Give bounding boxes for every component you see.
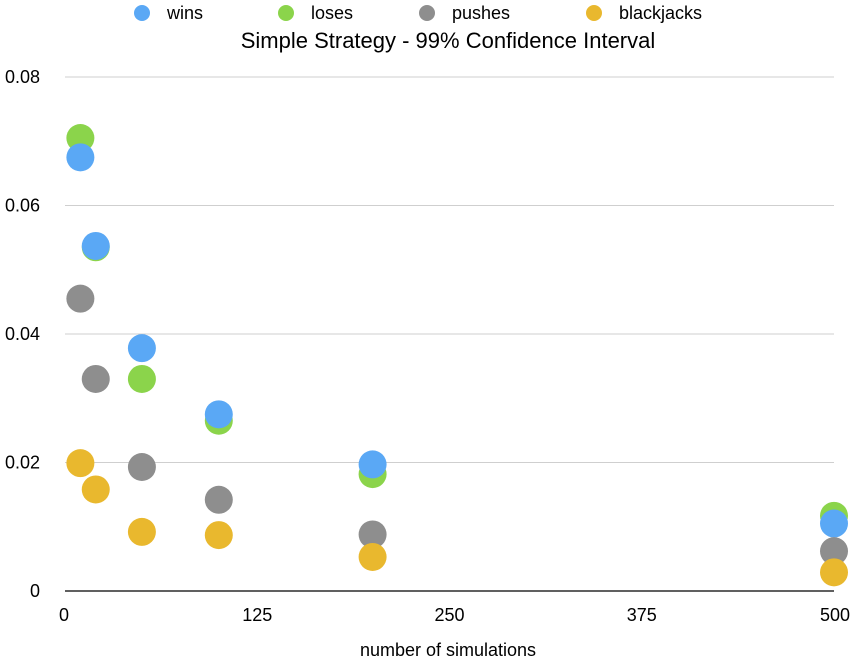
point-pushes xyxy=(66,284,95,313)
point-pushes xyxy=(81,364,110,393)
legend-item-pushes: pushes xyxy=(419,3,510,23)
legend-item-loses: loses xyxy=(278,3,353,23)
y-tick-label: 0.06 xyxy=(5,196,40,216)
x-axis-ticks: 0 125 250 375 500 xyxy=(59,605,850,625)
legend-marker xyxy=(278,5,294,21)
legend-marker xyxy=(586,5,602,21)
y-tick-label: 0 xyxy=(30,581,40,601)
x-axis-label: number of simulations xyxy=(360,640,536,660)
point-blackjacks xyxy=(66,449,95,478)
point-wins xyxy=(66,143,95,172)
legend-marker xyxy=(419,5,435,21)
point-wins xyxy=(204,400,233,429)
point-blackjacks xyxy=(358,542,387,571)
x-tick-label: 125 xyxy=(242,605,272,625)
point-wins xyxy=(127,334,156,363)
x-tick-label: 0 xyxy=(59,605,69,625)
chart-title: Simple Strategy - 99% Confidence Interva… xyxy=(241,28,656,53)
point-blackjacks xyxy=(81,475,110,504)
x-tick-label: 375 xyxy=(627,605,657,625)
point-wins xyxy=(358,450,387,479)
point-pushes xyxy=(204,485,233,514)
point-blackjacks xyxy=(127,517,156,546)
legend: wins loses pushes blackjacks xyxy=(134,3,702,23)
y-tick-label: 0.08 xyxy=(5,67,40,87)
point-wins xyxy=(820,509,848,538)
legend-item-blackjacks: blackjacks xyxy=(586,3,702,23)
point-pushes xyxy=(358,520,387,549)
point-blackjacks xyxy=(820,558,848,587)
point-wins xyxy=(81,231,110,260)
legend-label: pushes xyxy=(452,3,510,23)
gridlines xyxy=(65,76,834,463)
legend-marker xyxy=(134,5,150,21)
point-blackjacks xyxy=(204,521,233,550)
point-pushes xyxy=(127,452,156,481)
x-tick-label: 250 xyxy=(434,605,464,625)
legend-label: wins xyxy=(166,3,203,23)
y-tick-label: 0.02 xyxy=(5,453,40,473)
x-tick-label: 500 xyxy=(820,605,850,625)
legend-label: loses xyxy=(311,3,353,23)
y-tick-label: 0.04 xyxy=(5,324,40,344)
point-pushes xyxy=(820,537,848,566)
point-loses xyxy=(127,364,156,393)
legend-item-wins: wins xyxy=(134,3,203,23)
legend-label: blackjacks xyxy=(619,3,702,23)
data-points xyxy=(66,124,848,587)
y-axis-ticks: 0 0.02 0.04 0.06 0.08 xyxy=(5,67,40,601)
point-loses xyxy=(66,124,95,153)
